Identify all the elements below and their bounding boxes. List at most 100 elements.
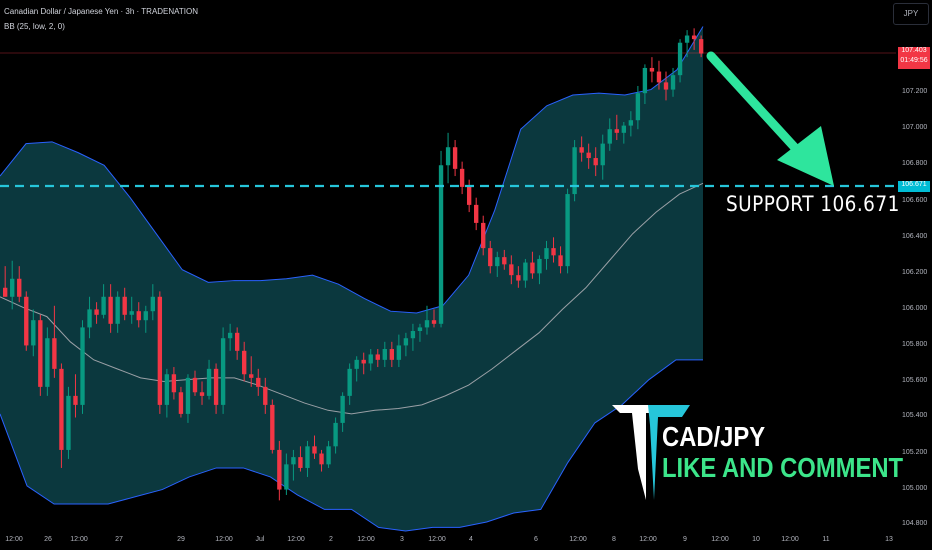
candle-body [319, 453, 324, 465]
upper-band [0, 26, 704, 314]
support-label: SUPPORT 106.671 [726, 192, 900, 216]
candle [459, 161, 465, 195]
candle-body [277, 449, 282, 490]
candle [368, 349, 373, 371]
candle-body [431, 320, 437, 324]
candle [663, 71, 669, 101]
candle-body [565, 194, 570, 267]
candle [670, 67, 676, 97]
candle [305, 440, 310, 477]
candle-body [242, 350, 247, 375]
x-tick-label: 12:00 [357, 536, 375, 543]
candle-body [284, 464, 289, 490]
candle [698, 35, 704, 58]
candle-body [382, 349, 387, 360]
candle [333, 417, 338, 454]
x-tick-label: 26 [44, 536, 52, 543]
candle-body [607, 129, 612, 144]
candle-body [663, 82, 669, 90]
candle [59, 363, 64, 468]
candle-body [101, 296, 106, 315]
candle-body [115, 296, 120, 324]
x-tick-label: 11 [822, 536, 829, 543]
candle [52, 305, 57, 378]
candle-body [502, 257, 507, 265]
candle-body [263, 386, 268, 405]
candle-body [298, 457, 303, 468]
candle [488, 240, 493, 274]
candle [38, 314, 43, 396]
x-tick-label: 12:00 [711, 536, 729, 543]
y-tick-label: 105.800 [902, 341, 927, 348]
candle-body [614, 129, 619, 133]
candle-body [157, 296, 163, 405]
candle [234, 327, 240, 360]
candle-body [122, 296, 127, 315]
pair-label: CAD/JPY [662, 421, 766, 452]
y-tick-label: 105.400 [902, 412, 927, 419]
candle [122, 287, 127, 321]
candle [115, 291, 120, 333]
x-tick-label: 12:00 [781, 536, 799, 543]
candle [249, 356, 254, 387]
candle [312, 435, 317, 459]
candle-body [670, 75, 676, 90]
candle [495, 251, 500, 277]
support-price-tag: 106.671 [898, 181, 930, 192]
candle [614, 114, 619, 141]
candle [607, 118, 612, 151]
candle [319, 449, 324, 472]
candle-body [80, 327, 85, 405]
candle [157, 291, 163, 414]
y-tick-label: 106.200 [902, 269, 927, 276]
candle [438, 150, 444, 328]
candle-body [375, 354, 380, 360]
candle-body [305, 446, 310, 468]
candle [171, 367, 177, 400]
candle-body [579, 147, 584, 153]
candle [431, 309, 437, 328]
candle-body [333, 422, 338, 447]
candle-body [452, 147, 458, 169]
candle [537, 255, 542, 285]
candle [185, 374, 191, 423]
candle-body [572, 147, 577, 195]
candle [677, 39, 683, 83]
candle-body [220, 338, 226, 405]
last-price-tag: 107.403 [898, 47, 930, 57]
candle-body [474, 204, 479, 223]
candle-body [593, 158, 598, 166]
candle-body [361, 359, 366, 364]
candle-body [87, 309, 92, 328]
currency-button[interactable]: JPY [893, 3, 929, 25]
candle-body [628, 120, 634, 126]
candle [466, 179, 472, 213]
candle-body [270, 404, 275, 450]
candle [361, 352, 366, 375]
candle-body [410, 331, 416, 339]
candle [684, 30, 690, 58]
x-tick-label: 27 [115, 536, 123, 543]
candle-body [600, 143, 605, 166]
candle-body [340, 395, 345, 423]
candle [558, 246, 563, 274]
candle [94, 302, 99, 324]
candle [326, 440, 331, 468]
candle-body [403, 338, 409, 346]
candle [298, 446, 303, 472]
candle-body [488, 248, 493, 267]
candle-body [45, 338, 50, 387]
candle-body [192, 377, 198, 393]
candle [31, 309, 36, 357]
x-tick-label: 12:00 [287, 536, 305, 543]
x-tick-label: 12:00 [70, 536, 88, 543]
candle-body [3, 287, 8, 297]
candle-body [24, 296, 29, 346]
candle [192, 370, 198, 396]
candle-body [143, 311, 148, 321]
candle [150, 284, 155, 321]
candle-body [586, 152, 591, 159]
candle [227, 323, 233, 351]
x-tick-label: 12:00 [215, 536, 233, 543]
